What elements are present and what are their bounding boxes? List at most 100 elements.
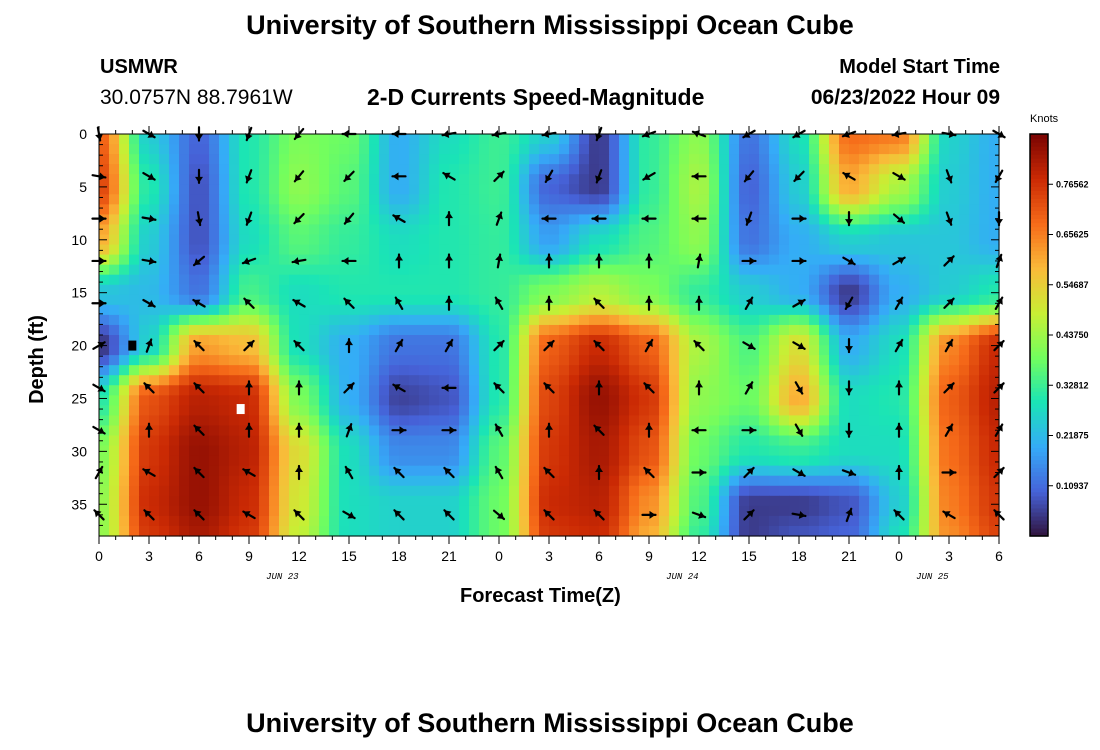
heatmap-cell xyxy=(699,164,710,175)
heatmap-cell xyxy=(499,525,510,537)
heatmap-cell xyxy=(549,395,560,406)
heatmap-cell xyxy=(809,405,820,416)
heatmap-cell xyxy=(449,475,460,487)
heatmap-cell xyxy=(469,254,480,266)
current-arrow xyxy=(944,423,954,437)
heatmap-cell xyxy=(469,314,480,326)
heatmap-cell xyxy=(599,335,610,346)
heatmap-cell xyxy=(609,415,620,427)
heatmap-cell xyxy=(319,335,330,346)
heatmap-cell xyxy=(189,385,200,396)
heatmap-cell xyxy=(339,445,350,457)
heatmap-cell xyxy=(109,385,120,396)
heatmap-cell xyxy=(769,244,780,256)
heatmap-cell xyxy=(769,314,780,326)
point-marker xyxy=(128,340,137,351)
heatmap-cell xyxy=(389,264,400,276)
heatmap-cell xyxy=(809,515,820,527)
heatmap-cell xyxy=(819,495,830,507)
colorbar-band xyxy=(1030,443,1048,449)
current-arrow-head xyxy=(344,173,352,181)
heatmap-cell xyxy=(159,495,170,507)
heatmap-cell xyxy=(159,264,170,276)
heatmap-cell xyxy=(779,204,790,215)
heatmap-cell xyxy=(479,134,490,145)
heatmap-cell xyxy=(279,174,290,185)
heatmap-cell xyxy=(339,495,350,507)
colorbar-band xyxy=(1030,298,1048,304)
heatmap-cell xyxy=(609,455,620,467)
heatmap-cell xyxy=(479,324,490,336)
heatmap-cell xyxy=(229,144,240,155)
heatmap-cell xyxy=(289,465,300,477)
heatmap-cell xyxy=(99,525,110,537)
current-arrow xyxy=(445,295,453,311)
heatmap-cell xyxy=(119,345,130,356)
heatmap-cell xyxy=(569,525,580,537)
heatmap-cell xyxy=(259,515,270,527)
heatmap-cell xyxy=(689,264,700,276)
heatmap-cell xyxy=(879,445,890,457)
heatmap-cell xyxy=(169,254,180,266)
heatmap-cell xyxy=(649,515,660,527)
heatmap-cell xyxy=(139,405,150,416)
current-arrow xyxy=(743,509,755,521)
heatmap-cell xyxy=(469,324,480,336)
heatmap-cell xyxy=(369,234,380,246)
heatmap-cell xyxy=(229,204,240,215)
heatmap-cell xyxy=(219,495,230,507)
heatmap-cell xyxy=(609,435,620,447)
heatmap-cell xyxy=(149,345,160,356)
heatmap-cell xyxy=(659,264,670,276)
current-arrow xyxy=(942,510,956,520)
heatmap-cell xyxy=(889,335,900,346)
heatmap-cell xyxy=(829,274,840,286)
heatmap-cell xyxy=(809,485,820,497)
heatmap-cell xyxy=(949,395,960,406)
heatmap-cell xyxy=(329,475,340,487)
current-arrow xyxy=(895,464,903,481)
current-arrow xyxy=(642,171,656,181)
heatmap-cell xyxy=(739,214,750,226)
heatmap-cell xyxy=(509,154,520,165)
heatmap-cell xyxy=(129,184,140,195)
heatmap-cell xyxy=(919,234,930,246)
heatmap-cell xyxy=(859,194,870,205)
heatmap-cell xyxy=(759,144,770,155)
heatmap-cell xyxy=(429,385,440,396)
heatmap-cell xyxy=(439,244,450,256)
heatmap-cell xyxy=(319,254,330,266)
heatmap-cell xyxy=(479,495,490,507)
heatmap-cell xyxy=(919,324,930,336)
heatmap-cell xyxy=(379,154,390,165)
heatmap-cell xyxy=(129,264,140,276)
heatmap-cell xyxy=(99,345,110,356)
heatmap-cell xyxy=(629,304,640,316)
heatmap-cell xyxy=(329,304,340,316)
heatmap-cell xyxy=(979,375,990,386)
heatmap-cell xyxy=(329,405,340,416)
heatmap-cell xyxy=(439,314,450,326)
colorbar-band xyxy=(1030,415,1048,421)
heatmap-cell xyxy=(289,475,300,487)
heatmap-cell xyxy=(259,365,270,376)
heatmap-cell xyxy=(799,485,810,497)
heatmap-cell xyxy=(989,465,1000,477)
heatmap-cell xyxy=(879,475,890,487)
current-arrow-head xyxy=(292,257,300,265)
heatmap-cell xyxy=(269,204,280,215)
heatmap-cell xyxy=(579,425,590,437)
heatmap-cell xyxy=(209,435,220,447)
heatmap-cell xyxy=(709,164,720,175)
heatmap-cell xyxy=(219,435,230,447)
heatmap-cell xyxy=(259,304,270,316)
heatmap-cell xyxy=(349,435,360,447)
heatmap-cell xyxy=(869,355,880,366)
heatmap-cell xyxy=(239,314,250,326)
current-arrow xyxy=(593,509,605,521)
heatmap-cell xyxy=(179,234,190,246)
heatmap-cell xyxy=(219,365,230,376)
current-arrow xyxy=(943,382,955,394)
heatmap-cell xyxy=(829,375,840,386)
heatmap-cell xyxy=(319,435,330,447)
